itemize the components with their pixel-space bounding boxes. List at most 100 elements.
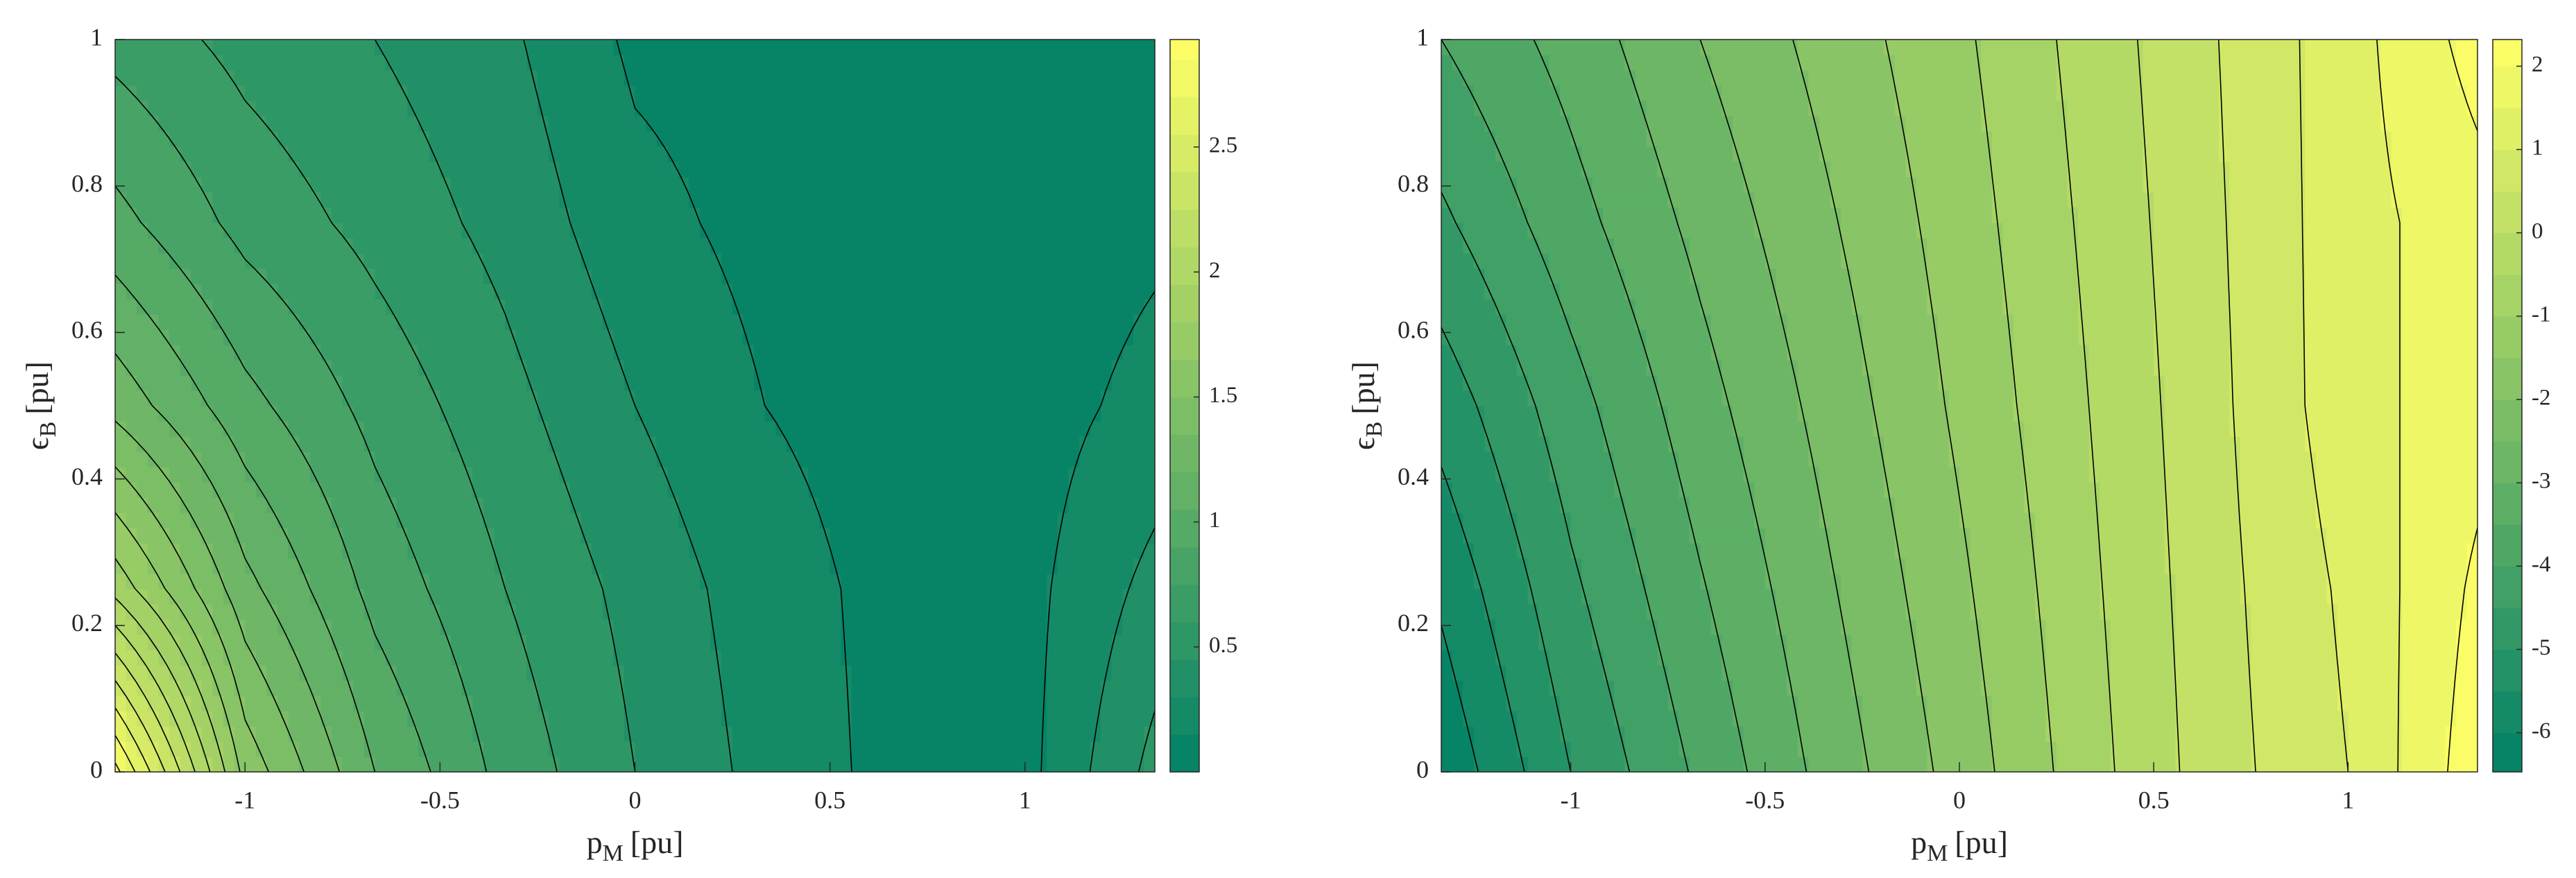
contour-band	[581, 253, 722, 269]
contour-band	[169, 619, 191, 635]
contour-band	[223, 589, 268, 605]
contour-band	[212, 543, 246, 559]
contour-band	[754, 375, 1113, 391]
contour-band	[396, 70, 538, 86]
contour-band	[743, 314, 1134, 330]
contour-band	[2175, 696, 2252, 712]
contour-band	[2455, 665, 2478, 681]
contour-band	[126, 741, 137, 757]
contour-band	[1700, 284, 1777, 300]
contour-band	[137, 375, 191, 391]
contour-band	[1991, 726, 2047, 742]
contour-band	[1927, 238, 2003, 254]
contour-band	[2455, 650, 2478, 666]
contour-band	[288, 726, 332, 742]
contour-band	[678, 513, 820, 528]
contour-band	[2402, 558, 2468, 574]
contour-band	[277, 131, 430, 147]
contour-band	[830, 543, 1058, 559]
contour-band	[147, 390, 203, 406]
x-tick-label: 0	[1953, 786, 1966, 814]
contour-band	[1733, 146, 1820, 162]
contour-band	[201, 284, 278, 300]
contour-band	[548, 421, 646, 437]
contour-band	[115, 329, 170, 345]
colorbar-band	[2493, 232, 2522, 275]
contour-band	[1549, 650, 1604, 666]
contour-band	[1133, 329, 1156, 345]
contour-line	[114, 466, 270, 773]
contour-band	[2164, 421, 2230, 437]
contour-band	[2402, 451, 2478, 467]
contour-band	[429, 131, 549, 147]
y-tick-label: 0.8	[1398, 169, 1429, 197]
contour-band	[180, 345, 235, 361]
contour-band	[1787, 665, 1853, 681]
contour-band	[2466, 604, 2478, 620]
contour-band	[2305, 162, 2392, 178]
contour-band	[115, 207, 137, 223]
contour-band	[2143, 55, 2219, 71]
contour-band	[1884, 467, 1960, 483]
contour-band	[1090, 741, 1144, 757]
contour-band	[2218, 101, 2305, 117]
contour-band	[2445, 726, 2478, 742]
contour-band	[1959, 497, 2025, 513]
colorbar-tick-label: -4	[2532, 552, 2551, 577]
contour-band	[830, 558, 1058, 574]
contour-band	[1721, 665, 1787, 681]
contour-band	[245, 451, 311, 467]
contour-band	[592, 543, 690, 559]
contour-band	[1473, 390, 1529, 406]
contour-band	[1068, 467, 1156, 483]
contour-band	[1527, 757, 1572, 773]
colorbar-tick-label: -1	[2532, 302, 2551, 327]
contour-band	[2078, 268, 2154, 284]
contour-band	[126, 574, 160, 589]
contour-band	[2154, 268, 2230, 284]
contour-band	[180, 604, 214, 620]
contour-band	[1613, 238, 1690, 254]
contour-band	[2218, 116, 2305, 132]
contour-band	[2154, 207, 2230, 223]
contour-band	[1463, 375, 1529, 391]
contour-band	[515, 329, 614, 345]
contour-band	[1808, 451, 1884, 467]
contour-band	[158, 314, 214, 330]
contour-band	[1560, 711, 1615, 727]
contour-band	[386, 482, 473, 498]
contour-band	[137, 207, 214, 223]
contour-band	[1916, 635, 1982, 651]
contour-band	[667, 467, 809, 483]
contour-band	[538, 70, 625, 86]
colorbar-tick-label: 0.5	[1209, 632, 1237, 657]
contour-band	[2337, 650, 2403, 666]
contour-band	[1733, 711, 1798, 727]
contour-band	[1046, 726, 1101, 742]
contour-fill	[115, 40, 1156, 773]
contour-line	[1441, 625, 1479, 773]
contour-band	[288, 421, 365, 437]
contour-band	[1710, 329, 1787, 345]
contour-band	[1905, 116, 1982, 132]
contour-band	[2305, 436, 2403, 452]
contour-band	[2402, 207, 2478, 223]
contour-band	[234, 70, 397, 86]
contour-line	[2056, 39, 2115, 773]
contour-band	[180, 757, 191, 773]
contour-band	[1646, 604, 1712, 620]
contour-band	[115, 253, 170, 269]
contour-band	[115, 619, 137, 635]
contour-band	[2078, 238, 2154, 254]
contour-band	[1776, 604, 1841, 620]
contour-band	[2229, 253, 2305, 269]
contour-band	[212, 757, 224, 773]
contour-band	[1144, 757, 1156, 773]
contour-band	[1787, 329, 1863, 345]
contour-band	[115, 314, 160, 330]
contour-band	[201, 390, 268, 406]
contour-band	[1516, 711, 1561, 727]
contour-band	[1592, 604, 1647, 620]
contour-band	[147, 589, 170, 605]
contour-band	[2013, 375, 2090, 391]
